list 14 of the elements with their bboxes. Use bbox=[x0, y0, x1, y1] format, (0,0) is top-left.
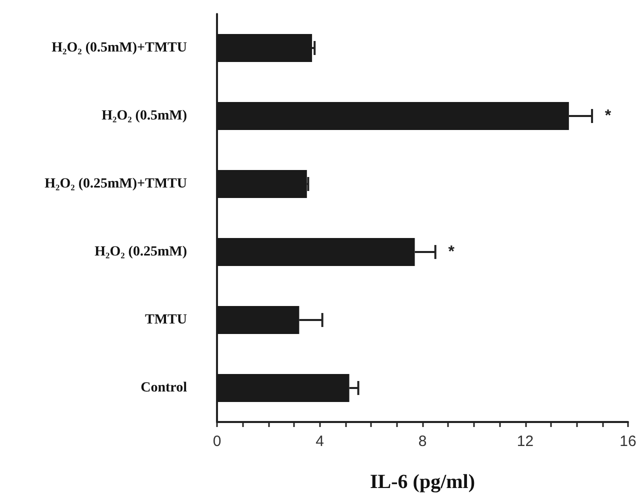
x-tick-label: 0 bbox=[212, 433, 222, 450]
y-tick-label: H₂O₂ (0.25mM) bbox=[94, 244, 188, 260]
x-tick-label: 12 bbox=[516, 433, 534, 450]
x-axis-title: IL-6 (pg/ml) bbox=[370, 471, 475, 493]
y-tick-label: H₂O₂ (0.25mM)+TMTU bbox=[44, 176, 187, 192]
annotation: * bbox=[448, 244, 456, 260]
x-tick-label: 16 bbox=[620, 433, 636, 450]
annotation: * bbox=[604, 108, 612, 124]
x-tick-label: 4 bbox=[316, 433, 324, 450]
y-tick-label: H₂O₂ (0.5mM)+TMTU bbox=[52, 40, 187, 56]
x-tick-label: 8 bbox=[418, 433, 427, 450]
y-tick-label: H₂O₂ (0.5mM) bbox=[102, 108, 188, 124]
y-tick-label: TMTU bbox=[145, 312, 187, 328]
y-tick-label: Control bbox=[140, 380, 188, 396]
